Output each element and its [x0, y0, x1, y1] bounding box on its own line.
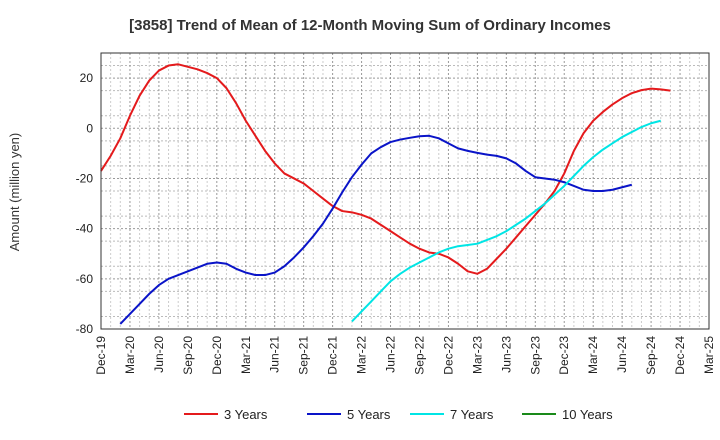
- legend: 3 Years 5 Years 7 Years 10 Years: [184, 407, 613, 422]
- legend-label: 5 Years: [347, 407, 391, 422]
- x-tick-label: Sep-20: [181, 336, 195, 375]
- plot-frame: [100, 52, 710, 330]
- x-tick-label: Sep-22: [412, 336, 426, 375]
- x-tick-label: Mar-22: [355, 336, 369, 374]
- legend-label: 3 Years: [224, 407, 268, 422]
- x-tick-label: Sep-21: [297, 336, 311, 375]
- y-tick-label: 0: [86, 121, 93, 135]
- x-tick-label: Sep-24: [644, 336, 658, 375]
- y-tick-label: -20: [76, 171, 94, 185]
- x-tick-label: Mar-20: [123, 336, 137, 374]
- chart-title: [3858] Trend of Mean of 12-Month Moving …: [129, 17, 611, 34]
- series-line-3-years: [100, 63, 671, 275]
- x-tick-label: Sep-23: [528, 336, 542, 375]
- series-lines: [100, 63, 671, 325]
- x-tick-label: Jun-21: [268, 336, 282, 373]
- y-axis-label: Amount (million yen): [7, 133, 22, 252]
- series-line-7-years: [351, 119, 662, 323]
- x-tick-label: Dec-20: [210, 336, 224, 375]
- legend-label: 10 Years: [562, 407, 613, 422]
- grid-lines: [100, 53, 710, 330]
- x-tick-label: Jun-20: [152, 336, 166, 373]
- x-tick-label: Dec-24: [673, 336, 687, 375]
- x-tick-label: Jun-22: [384, 336, 398, 373]
- x-tick-label: Jun-23: [499, 336, 513, 373]
- x-axis-ticks: Dec-19 Mar-20 Jun-20 Sep-20 Dec-20 Mar-21 Jun-…: [94, 336, 716, 375]
- x-tick-label: Jun-24: [615, 336, 629, 373]
- legend-label: 7 Years: [450, 407, 494, 422]
- x-tick-label: Mar-23: [470, 336, 484, 374]
- y-axis-ticks: 20 0 -20 -40 -60 -80: [76, 71, 94, 336]
- x-tick-label: Dec-21: [326, 336, 340, 375]
- y-tick-label: -40: [76, 222, 94, 236]
- x-tick-label: Dec-23: [557, 336, 571, 375]
- x-tick-label: Mar-21: [239, 336, 253, 374]
- x-tick-label: Mar-25: [702, 336, 716, 374]
- series-line-5-years: [119, 134, 633, 325]
- x-tick-label: Dec-19: [94, 336, 108, 375]
- x-tick-label: Dec-22: [441, 336, 455, 375]
- x-tick-label: Mar-24: [586, 336, 600, 374]
- y-tick-label: -60: [76, 272, 94, 286]
- y-tick-label: -80: [76, 322, 94, 336]
- y-tick-label: 20: [80, 71, 94, 85]
